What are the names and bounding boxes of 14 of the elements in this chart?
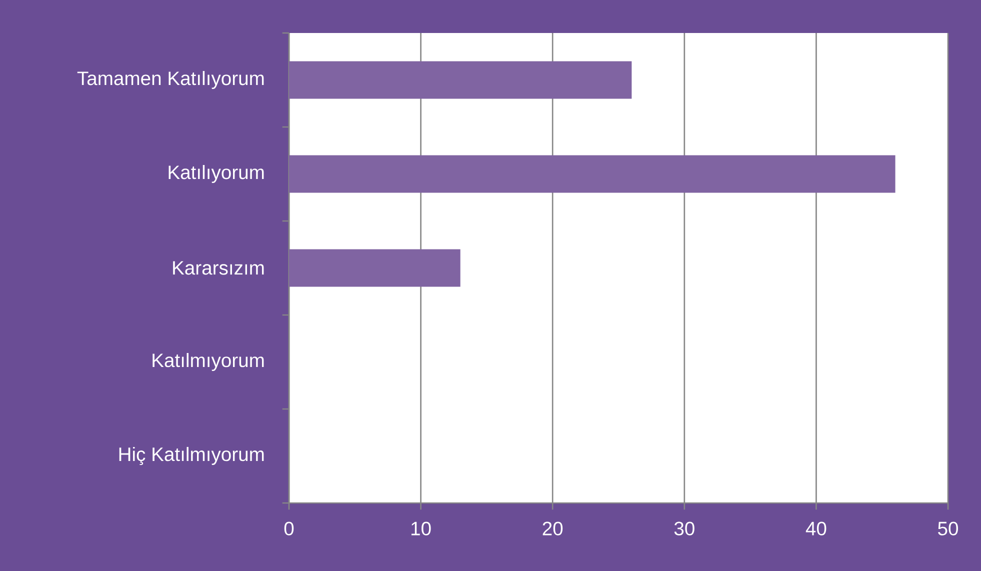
x-tick-label: 40: [806, 522, 826, 536]
y-tick-label: Kararsızım: [173, 261, 264, 275]
y-tick-label: Katılmıyorum: [152, 352, 264, 372]
bar: [289, 61, 632, 99]
x-tick-label: 10: [412, 522, 431, 536]
y-tick-label: Hiç Katılmıyorum: [119, 446, 264, 466]
y-tick-label: Katılıyorum: [168, 164, 264, 184]
x-tick-label: 0: [284, 522, 294, 536]
bar: [289, 155, 896, 193]
x-tick-label: 30: [674, 522, 694, 536]
x-tick-label: 50: [938, 522, 958, 536]
y-tick-label: Tamamen Katılıyorum: [77, 70, 264, 90]
x-tick-label: 20: [542, 522, 563, 536]
bar: [289, 249, 460, 287]
